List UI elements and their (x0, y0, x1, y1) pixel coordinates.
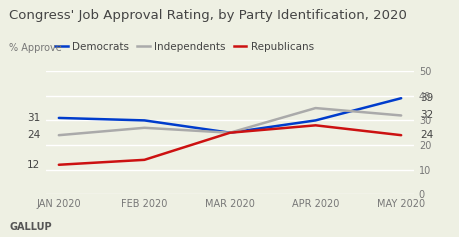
Text: 31: 31 (27, 113, 40, 123)
Legend: Democrats, Independents, Republicans: Democrats, Independents, Republicans (51, 38, 317, 56)
Text: 12: 12 (27, 160, 40, 170)
Text: 32: 32 (419, 110, 432, 120)
Text: 24: 24 (27, 130, 40, 140)
Text: % Approve: % Approve (9, 43, 62, 53)
Text: Congress' Job Approval Rating, by Party Identification, 2020: Congress' Job Approval Rating, by Party … (9, 9, 406, 23)
Text: 24: 24 (419, 130, 432, 140)
Text: GALLUP: GALLUP (9, 222, 52, 232)
Text: 39: 39 (419, 93, 432, 103)
